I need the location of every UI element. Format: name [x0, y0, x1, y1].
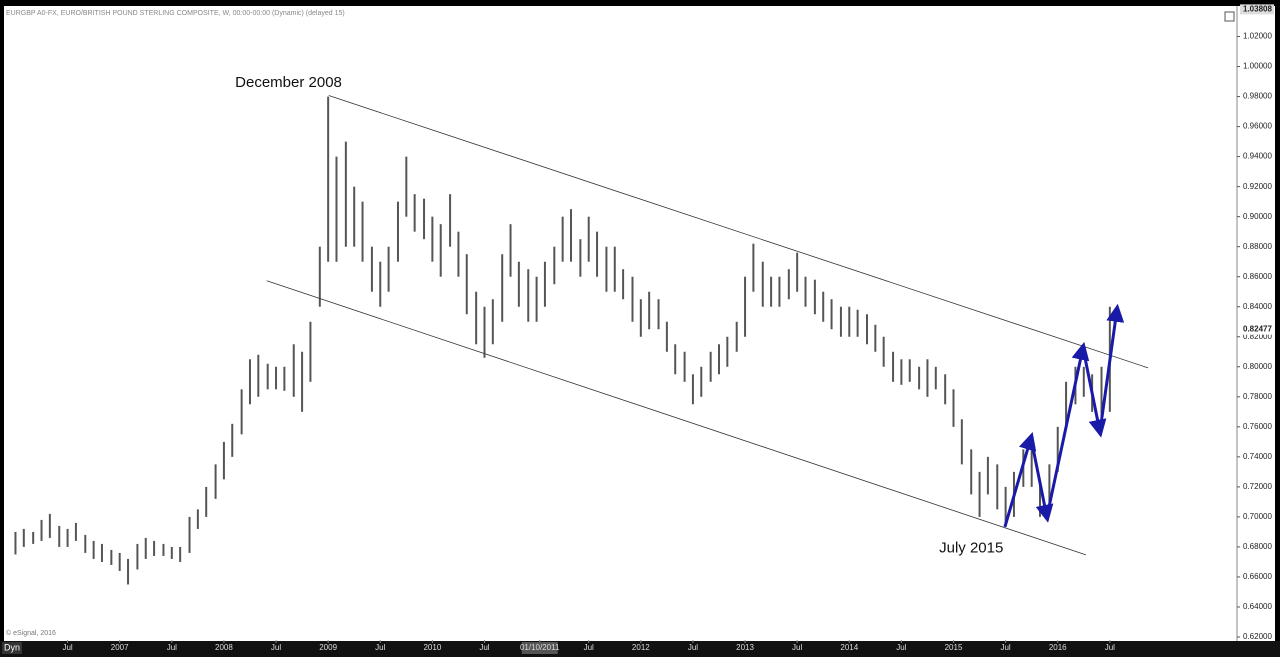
window-button[interactable] — [1224, 11, 1235, 22]
wave-arrow — [1045, 341, 1090, 518]
annotation: July 2015 — [939, 539, 1003, 556]
annotation: December 2008 — [235, 74, 342, 91]
trendline — [328, 95, 1149, 369]
x-tick-label: 2013 — [736, 643, 754, 652]
x-tick-label: Jul — [479, 643, 489, 652]
x-tick-label: Jul — [167, 643, 177, 652]
x-tick-label: Jul — [1000, 643, 1010, 652]
y-tick-label: 0.96000 — [1243, 122, 1272, 131]
trendline — [266, 280, 1087, 556]
wave-arrow — [1098, 303, 1125, 432]
x-tick-label: 2009 — [319, 643, 337, 652]
price-label-bg — [1240, 324, 1274, 335]
x-tick-label: Jul — [688, 643, 698, 652]
x-tick-label: Jul — [792, 643, 802, 652]
x-tick-label: 2016 — [1049, 643, 1067, 652]
price-label-bg — [1240, 4, 1274, 15]
price-label: 0.82477 — [1243, 325, 1272, 334]
x-tick-label: Jul — [271, 643, 281, 652]
header: EURGBP A0-FX, EURO/BRITISH POUND STERLIN… — [6, 10, 345, 17]
y-tick-label: 0.74000 — [1243, 452, 1272, 461]
y-tick-label: 0.66000 — [1243, 572, 1272, 581]
x-tick-label: Jul — [62, 643, 72, 652]
y-tick-label: 0.84000 — [1243, 302, 1272, 311]
y-tick-label: 0.86000 — [1243, 272, 1272, 281]
wave-arrow — [1081, 347, 1107, 438]
x-tick-label: 2007 — [111, 643, 129, 652]
y-tick-label: 0.90000 — [1243, 212, 1272, 221]
y-tick-label: 0.78000 — [1243, 392, 1272, 401]
footer: © eSignal, 2016 — [6, 629, 56, 637]
y-tick-label: 0.80000 — [1243, 362, 1272, 371]
chart-area — [4, 6, 1275, 641]
y-tick-label: 0.98000 — [1243, 92, 1272, 101]
x-tick-label: 2010 — [423, 643, 441, 652]
x-tick-label: Jul — [896, 643, 906, 652]
x-tick-label: 2015 — [945, 643, 963, 652]
wave-arrow — [1029, 437, 1054, 523]
x-tick-label: Jul — [375, 643, 385, 652]
y-tick-label: 0.88000 — [1243, 242, 1272, 251]
cursor-label-bg — [521, 642, 558, 654]
y-tick-label: 0.82000 — [1243, 332, 1272, 341]
y-tick-label: 0.62000 — [1243, 632, 1272, 641]
x-tick-label: 01/10/2011 — [520, 643, 560, 652]
wave-arrow — [1003, 432, 1037, 528]
y-tick-label: 0.94000 — [1243, 152, 1272, 161]
y-tick-label: 0.68000 — [1243, 542, 1272, 551]
toolbar-label[interactable]: Dyn — [4, 642, 20, 652]
price-label: 1.03808 — [1243, 4, 1272, 13]
y-tick-label: 0.72000 — [1243, 482, 1272, 491]
y-tick-label: 1.00000 — [1243, 62, 1272, 71]
x-tick-label: 2014 — [840, 643, 858, 652]
time-axis — [0, 641, 1280, 657]
y-tick-label: 1.02000 — [1243, 32, 1272, 41]
y-tick-label: 0.92000 — [1243, 182, 1272, 191]
y-tick-label: 0.76000 — [1243, 422, 1272, 431]
y-tick-label: 0.64000 — [1243, 602, 1272, 611]
x-tick-label: Jul — [584, 643, 594, 652]
y-tick-label: 0.70000 — [1243, 512, 1272, 521]
x-tick-label: 2008 — [215, 643, 233, 652]
x-tick-label: 2012 — [632, 643, 650, 652]
x-tick-label: Jul — [1105, 643, 1115, 652]
toolbar-button[interactable] — [2, 642, 22, 654]
